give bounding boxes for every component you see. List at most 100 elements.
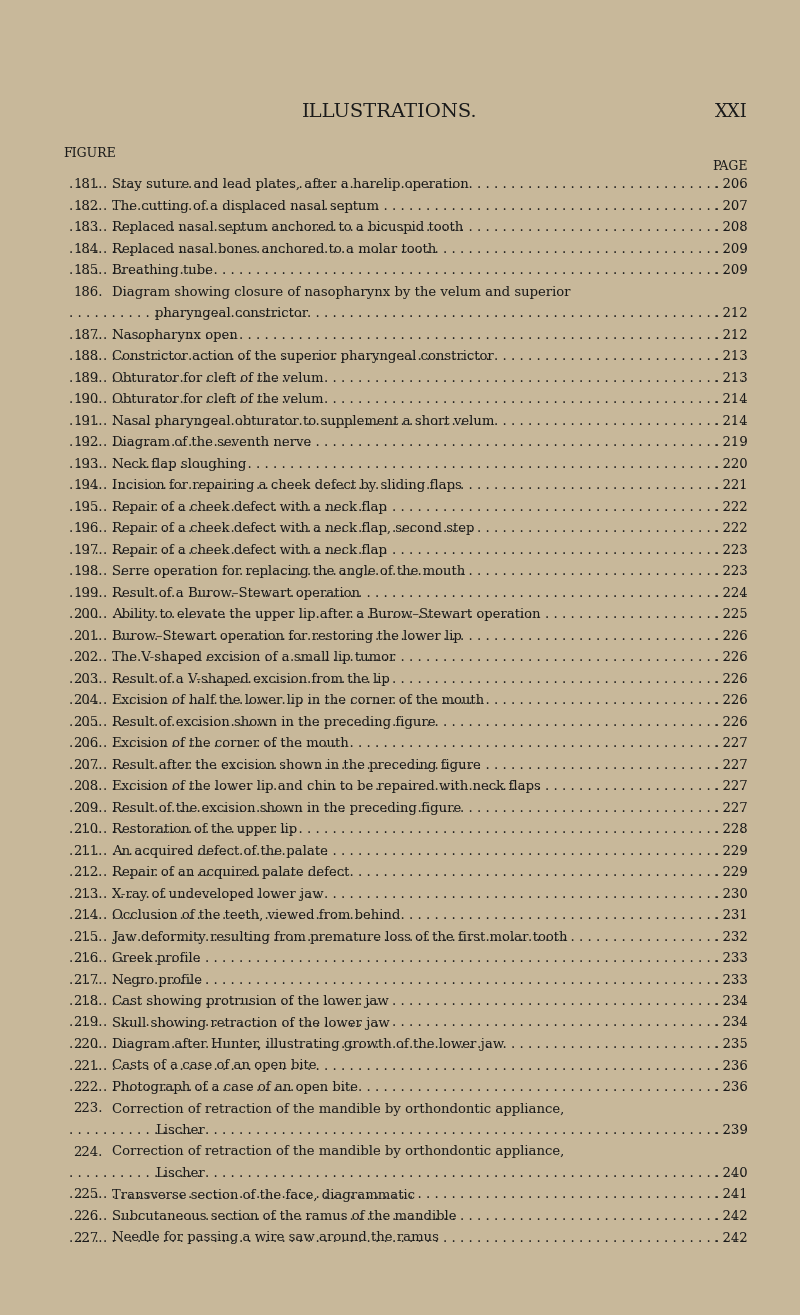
Text: Result of a V-shaped excision from the lip: Result of a V-shaped excision from the l… [112,672,390,685]
Text: Replaced nasal bones anchored to a molar tooth: Replaced nasal bones anchored to a molar… [112,242,436,255]
Text: 223.: 223. [74,1102,103,1115]
Text: . 220: . 220 [714,458,748,471]
Text: . . . . . . . . . . . . . . . . . . . . . . . . . . . . . . . . . . . . . . . . : . . . . . . . . . . . . . . . . . . . . … [70,630,745,643]
Text: Excision of the corner of the mouth: Excision of the corner of the mouth [112,736,349,750]
Text: . . . . . . . . . . . . . . . . . . . . . . . . . . . . . . . . . . . . . . . . : . . . . . . . . . . . . . . . . . . . . … [70,1016,745,1030]
Text: 211.: 211. [74,844,103,857]
Text: 213.: 213. [74,888,103,901]
Text: Correction of retraction of the mandible by orthondontic appliance,: Correction of retraction of the mandible… [112,1145,564,1159]
Text: . 223: . 223 [714,543,748,556]
Text: Breathing tube: Breathing tube [112,264,213,277]
Text: . . . . . . . . . . . . . . . . . . . . . . . . . . . . . . . . . . . . . . . . : . . . . . . . . . . . . . . . . . . . . … [70,350,745,363]
Text: X-ray of undeveloped lower jaw: X-ray of undeveloped lower jaw [112,888,324,901]
Text: 201.: 201. [74,630,103,643]
Text: . . . . . . . . . . . . . . . . . . . . . . . . . . . . . . . . . . . . . . . . : . . . . . . . . . . . . . . . . . . . . … [70,242,745,255]
Text: Lischer: Lischer [155,1124,205,1137]
Text: . 227: . 227 [714,759,748,772]
Text: 187.: 187. [74,329,103,342]
Text: Ability to elevate the upper lip after a Burow–Stewart operation: Ability to elevate the upper lip after a… [112,608,541,621]
Text: 190.: 190. [74,393,103,406]
Text: . 226: . 226 [714,715,748,729]
Text: ILLUSTRATIONS.: ILLUSTRATIONS. [302,103,478,121]
Text: . . . . . . . . . . . . . . . . . . . . . . . . . . . . . . . . . . . . . . . . : . . . . . . . . . . . . . . . . . . . . … [70,909,745,922]
Text: . 227: . 227 [714,802,748,814]
Text: . 242: . 242 [714,1232,748,1244]
Text: The V-shaped excision of a small lip tumor: The V-shaped excision of a small lip tum… [112,651,395,664]
Text: . 241: . 241 [714,1189,748,1202]
Text: . . . . . . . . . . . . . . . . . . . . . . . . . . . . . . . . . . . . . . . . : . . . . . . . . . . . . . . . . . . . . … [70,802,745,814]
Text: 199.: 199. [74,586,103,600]
Text: . 213: . 213 [714,350,748,363]
Text: . . . . . . . . . . . . . . . . . . . . . . . . . . . . . . . . . . . . . . . . : . . . . . . . . . . . . . . . . . . . . … [70,458,745,471]
Text: . . . . . . . . . . . . . . . . . . . . . . . . . . . . . . . . . . . . . . . . : . . . . . . . . . . . . . . . . . . . . … [70,736,745,750]
Text: . . . . . . . . . . . . . . . . . . . . . . . . . . . . . . . . . . . . . . . . : . . . . . . . . . . . . . . . . . . . . … [70,329,745,342]
Text: Constrictor action of the superior pharyngeal constrictor: Constrictor action of the superior phary… [112,350,494,363]
Text: 227.: 227. [74,1232,103,1244]
Text: . . . . . . . . . . . . . . . . . . . . . . . . . . . . . . . . . . . . . . . . : . . . . . . . . . . . . . . . . . . . . … [70,1189,745,1202]
Text: 226.: 226. [74,1210,103,1223]
Text: Nasal pharyngeal obturator to supplement a short velum: Nasal pharyngeal obturator to supplement… [112,414,494,427]
Text: Skull showing retraction of the lower jaw: Skull showing retraction of the lower ja… [112,1016,390,1030]
Text: 189.: 189. [74,372,103,384]
Text: . 208: . 208 [714,221,748,234]
Text: Subcutaneous section of the ramus of the mandible: Subcutaneous section of the ramus of the… [112,1210,457,1223]
Text: Obturator for cleft of the velum: Obturator for cleft of the velum [112,393,323,406]
Text: 218.: 218. [74,995,103,1009]
Text: Excision of half the lower lip in the corner of the mouth: Excision of half the lower lip in the co… [112,694,484,707]
Text: . 234: . 234 [714,1016,748,1030]
Text: 193.: 193. [74,458,103,471]
Text: . 227: . 227 [714,780,748,793]
Text: . 226: . 226 [714,630,748,643]
Text: 181.: 181. [74,178,103,191]
Text: . 233: . 233 [714,973,748,986]
Text: . . . . . . . . . . . . . . . . . . . . . . . . . . . . . . . . . . . . . . . . : . . . . . . . . . . . . . . . . . . . . … [70,952,745,965]
Text: . . . . . . . . . . . . . . . . . . . . . . . . . . . . . . . . . . . . . . . . : . . . . . . . . . . . . . . . . . . . . … [70,1060,745,1073]
Text: 215.: 215. [74,931,103,943]
Text: Diagram of the seventh nerve: Diagram of the seventh nerve [112,437,311,448]
Text: 191.: 191. [74,414,103,427]
Text: FIGURE: FIGURE [63,147,116,160]
Text: Greek profile: Greek profile [112,952,201,965]
Text: Photograph of a case of an open bite: Photograph of a case of an open bite [112,1081,358,1094]
Text: . . . . . . . . . . . . . . . . . . . . . . . . . . . . . . . . . . . . . . . . : . . . . . . . . . . . . . . . . . . . . … [70,651,745,664]
Text: 196.: 196. [74,522,103,535]
Text: . . . . . . . . . . . . . . . . . . . . . . . . . . . . . . . . . . . . . . . . : . . . . . . . . . . . . . . . . . . . . … [70,372,745,384]
Text: . . . . . . . . . . . . . . . . . . . . . . . . . . . . . . . . . . . . . . . . : . . . . . . . . . . . . . . . . . . . . … [70,823,745,836]
Text: 220.: 220. [74,1038,103,1051]
Text: Negro profile: Negro profile [112,973,202,986]
Text: . . . . . . . . . . . . . . . . . . . . . . . . . . . . . . . . . . . . . . . . : . . . . . . . . . . . . . . . . . . . . … [70,1210,745,1223]
Text: Excision of the lower lip and chin to be repaired with neck flaps: Excision of the lower lip and chin to be… [112,780,541,793]
Text: . 234: . 234 [714,995,748,1009]
Text: . 226: . 226 [714,672,748,685]
Text: Result of the excision shown in the preceding figure: Result of the excision shown in the prec… [112,802,462,814]
Text: . . . . . . . . . . . . . . . . . . . . . . . . . . . . . . . . . . . . . . . . : . . . . . . . . . . . . . . . . . . . . … [70,437,745,448]
Text: . . . . . . . . . . . . . . . . . . . . . . . . . . . . . . . . . . . . . . . . : . . . . . . . . . . . . . . . . . . . . … [70,1166,745,1180]
Text: 188.: 188. [74,350,103,363]
Text: Diagram showing closure of nasopharynx by the velum and superior: Diagram showing closure of nasopharynx b… [112,285,570,299]
Text: 195.: 195. [74,501,103,513]
Text: . . . . . . . . . . . . . . . . . . . . . . . . . . . . . . . . . . . . . . . . : . . . . . . . . . . . . . . . . . . . . … [70,780,745,793]
Text: 219.: 219. [74,1016,103,1030]
Text: . . . . . . . . . . . . . . . . . . . . . . . . . . . . . . . . . . . . . . . . : . . . . . . . . . . . . . . . . . . . . … [70,221,745,234]
Text: . 227: . 227 [714,736,748,750]
Text: . 229: . 229 [714,844,748,857]
Text: 209.: 209. [74,802,103,814]
Text: Repair of an acquired palate defect: Repair of an acquired palate defect [112,867,350,878]
Text: 210.: 210. [74,823,103,836]
Text: 198.: 198. [74,565,103,579]
Text: . 233: . 233 [714,952,748,965]
Text: . 212: . 212 [714,306,748,320]
Text: . 240: . 240 [714,1166,748,1180]
Text: 185.: 185. [74,264,103,277]
Text: 221.: 221. [74,1060,103,1073]
Text: Transverse section of the face, diagrammatic: Transverse section of the face, diagramm… [112,1189,415,1202]
Text: . . . . . . . . . . . . . . . . . . . . . . . . . . . . . . . . . . . . . . . . : . . . . . . . . . . . . . . . . . . . . … [70,995,745,1009]
Text: 224.: 224. [74,1145,103,1159]
Text: . . . . . . . . . . . . . . . . . . . . . . . . . . . . . . . . . . . . . . . . : . . . . . . . . . . . . . . . . . . . . … [70,867,745,878]
Text: . 235: . 235 [714,1038,748,1051]
Text: Diagram after Hunter, illustrating growth of the lower jaw: Diagram after Hunter, illustrating growt… [112,1038,504,1051]
Text: Neck flap sloughing: Neck flap sloughing [112,458,246,471]
Text: . 206: . 206 [714,178,748,191]
Text: . . . . . . . . . . . . . . . . . . . . . . . . . . . . . . . . . . . . . . . . : . . . . . . . . . . . . . . . . . . . . … [70,522,745,535]
Text: Serre operation for replacing the angle of the mouth: Serre operation for replacing the angle … [112,565,466,579]
